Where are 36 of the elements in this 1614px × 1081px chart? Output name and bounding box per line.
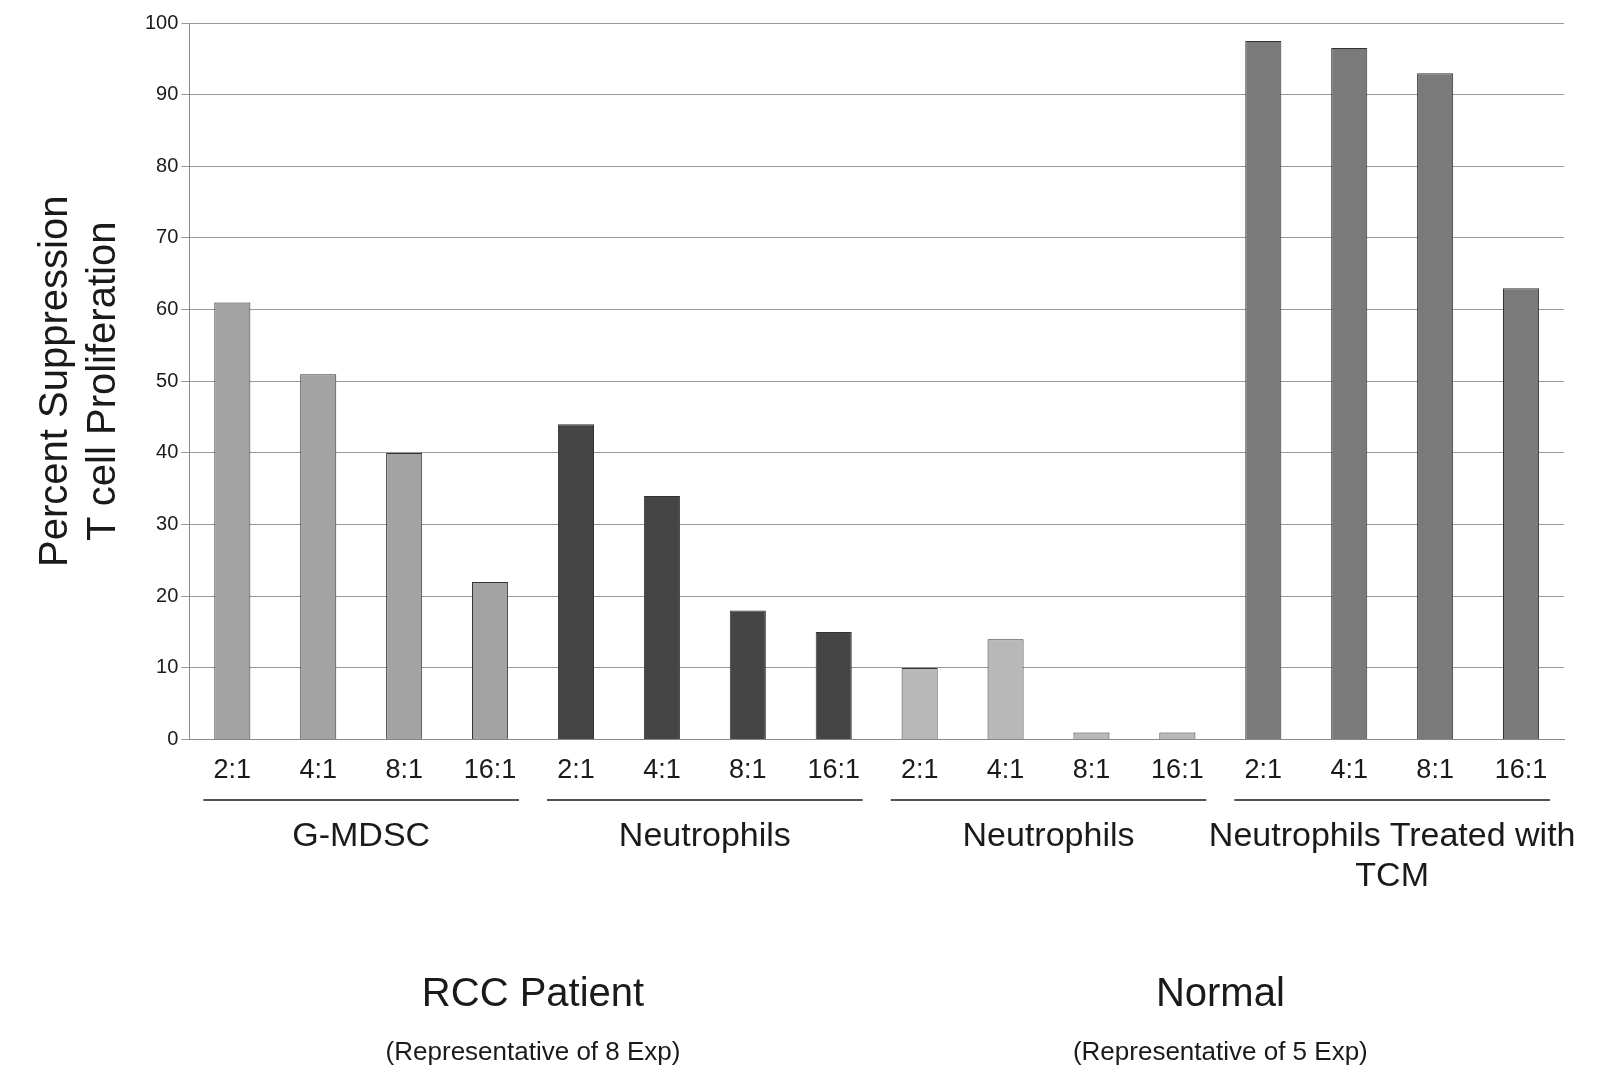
y-tick-label: 100: [144, 10, 179, 33]
y-axis-title: Percent Suppression T cell Proliferation: [31, 195, 124, 567]
x-tick-label: 2:1: [1244, 754, 1283, 785]
x-tick-label: 8:1: [385, 754, 423, 785]
x-tick-label: 4:1: [1330, 754, 1368, 785]
x-tick-label: 4:1: [986, 754, 1025, 785]
text: (Representative of 5 Exp): [1072, 1036, 1368, 1067]
text: Neutrophils Treated with TCM: [1208, 815, 1576, 894]
x-tick-label: 2:1: [213, 754, 252, 785]
text: Neutrophils: [618, 815, 791, 854]
x-tick-label: 8:1: [729, 754, 767, 785]
x-tick-label: 16:1: [1494, 754, 1548, 785]
x-tick-label: 4:1: [643, 754, 681, 785]
x-tick-label: 16:1: [807, 754, 861, 785]
x-tick-label: 2:1: [557, 754, 595, 785]
y-tick-label: 60: [156, 297, 179, 320]
x-tick-label: 16:1: [463, 754, 517, 785]
x-tick-label: 8:1: [1416, 754, 1454, 785]
text: (Representative of 8 Exp): [385, 1036, 681, 1067]
y-tick-label: 20: [156, 583, 179, 606]
x-tick-label: 16:1: [1151, 754, 1204, 785]
y-tick-label: 80: [156, 153, 179, 176]
y-tick-label: 70: [156, 225, 179, 248]
y-tick-label: 30: [156, 512, 179, 535]
x-tick-label: 8:1: [1072, 754, 1111, 785]
text: Neutrophils: [962, 815, 1135, 854]
text: Normal: [1155, 970, 1285, 1015]
y-tick-label: 50: [156, 368, 179, 391]
y-tick-label: 10: [156, 655, 179, 678]
y-tick-label: 90: [156, 82, 179, 105]
y-tick-label: 0: [167, 727, 179, 750]
x-tick-label: 2:1: [900, 754, 939, 785]
text: RCC Patient: [421, 970, 645, 1015]
text: G-MDSC: [292, 815, 431, 854]
y-tick-label: 40: [156, 440, 179, 463]
x-tick-label: 4:1: [299, 754, 338, 785]
